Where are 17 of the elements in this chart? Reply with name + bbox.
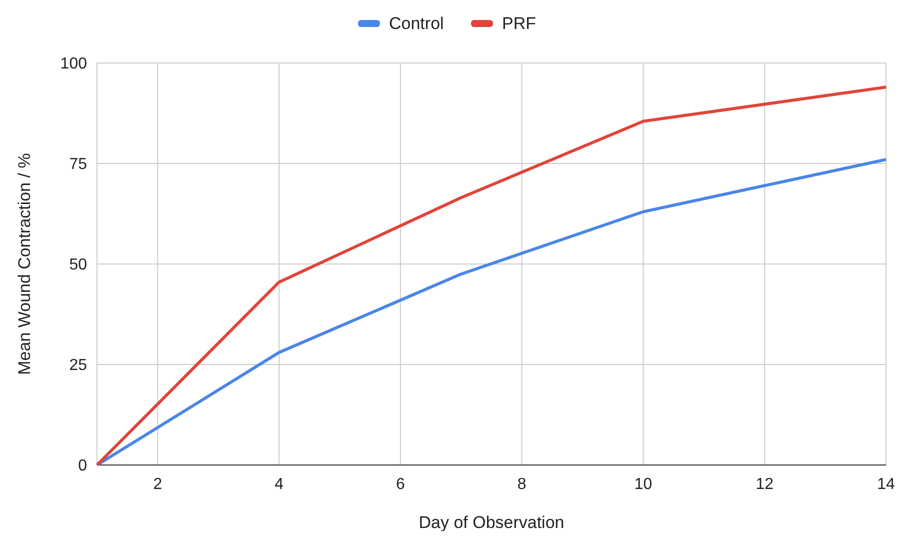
line-series: [96, 158, 888, 466]
y-tick-label: 0: [78, 458, 88, 475]
y-tick-label: 75: [69, 156, 88, 174]
x-tick-label: 8: [517, 476, 526, 493]
y-tick-label: 25: [69, 357, 88, 374]
legend-label: PRF: [502, 14, 536, 33]
x-tick-label: 14: [877, 476, 895, 493]
x-tick-label: 12: [756, 476, 774, 493]
y-axis-title: Mean Wound Contraction / %: [15, 153, 34, 375]
legend-label: Control: [389, 14, 444, 33]
y-tick-label: 50: [69, 256, 88, 274]
x-tick-label: 6: [396, 476, 406, 493]
x-tick-label: 10: [634, 476, 652, 493]
x-tick-label: 2: [153, 476, 162, 493]
line-series: [96, 86, 888, 466]
y-tick-label: 100: [60, 56, 88, 73]
x-tick-label: 4: [274, 476, 284, 493]
